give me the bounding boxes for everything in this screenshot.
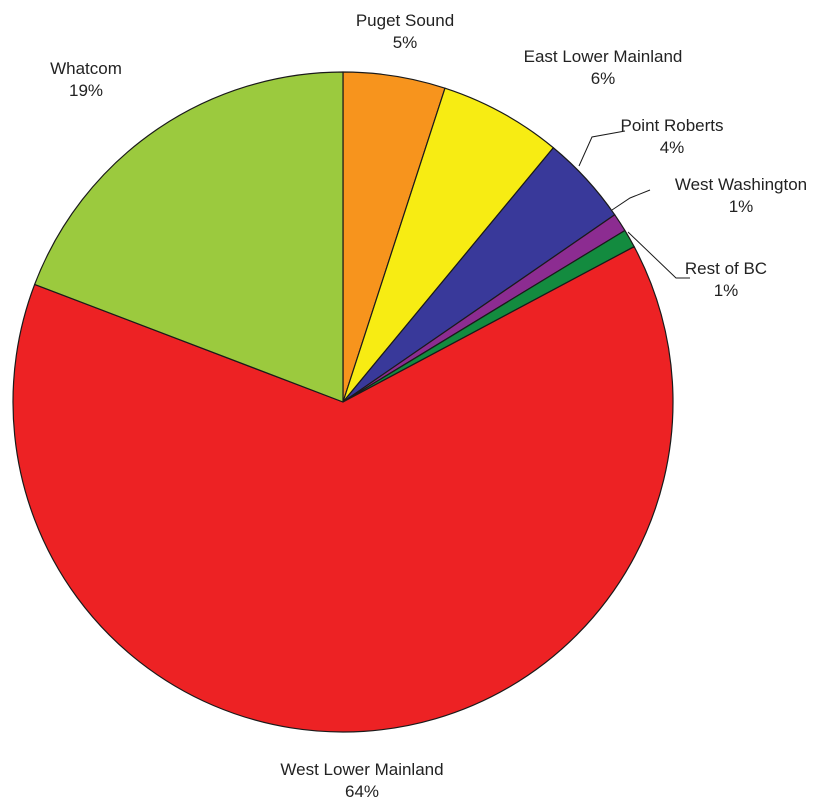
slice-percent-west-washington: 1%	[729, 197, 754, 216]
pie-slice-whatcom	[34, 71, 344, 403]
slice-labels: Puget Sound 5% East Lower Mainland 6% Point …	[50, 11, 807, 801]
pie-slices	[12, 71, 674, 733]
slice-label-whatcom: Whatcom	[50, 59, 122, 78]
leader-lines	[578, 130, 690, 279]
slice-label-west-washington: West Washington	[675, 175, 807, 194]
slice-percent-whatcom: 19%	[69, 81, 103, 100]
slice-label-west-lower-mainland: West Lower Mainland	[280, 760, 443, 779]
slice-percent-puget-sound: 5%	[393, 33, 418, 52]
slice-label-east-lower-mainland: East Lower Mainland	[524, 47, 683, 66]
pie-slice-west-lower-mainland	[12, 246, 674, 733]
slice-percent-west-lower-mainland: 64%	[345, 782, 379, 801]
slice-label-point-roberts: Point Roberts	[621, 116, 724, 135]
slice-percent-rest-of-bc: 1%	[714, 281, 739, 300]
pie-slice-east-lower-mainland	[342, 87, 554, 403]
slice-label-puget-sound: Puget Sound	[356, 11, 454, 30]
slice-label-rest-of-bc: Rest of BC	[685, 259, 767, 278]
leader-line-west-washington	[611, 189, 651, 211]
slice-percent-point-roberts: 4%	[660, 138, 685, 157]
leader-line-point-roberts	[578, 130, 626, 167]
leader-line-rest-of-bc	[627, 231, 690, 279]
slice-percent-east-lower-mainland: 6%	[591, 69, 616, 88]
